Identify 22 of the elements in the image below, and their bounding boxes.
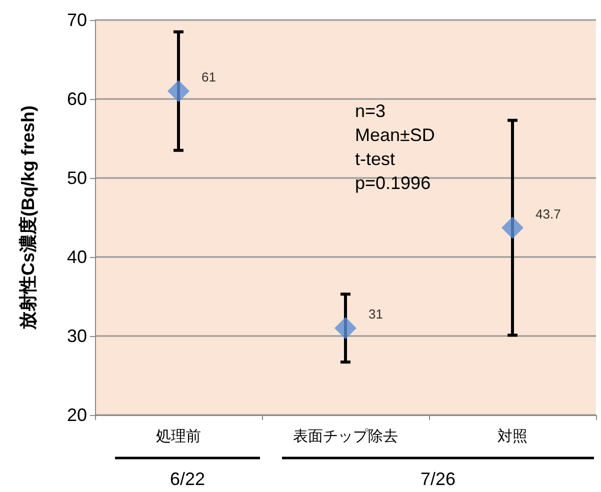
text: 7/26 — [420, 469, 456, 489]
annotation: p=0.1996 — [355, 173, 431, 193]
x-tick-label: 表面チップ除去 — [293, 428, 398, 445]
data-label: 43.7 — [536, 206, 561, 222]
y-tick-label: 50 — [66, 168, 87, 188]
text: 6/22 — [170, 469, 206, 489]
y-tick-label: 20 — [66, 405, 87, 425]
x-tick-label: 処理前 — [156, 428, 201, 445]
annotation: t-test — [355, 149, 396, 169]
y-axis-title: 放射性Cs濃度(Bq/kg fresh) — [18, 105, 38, 331]
point — [502, 216, 524, 239]
x-tick-label: 対照 — [498, 428, 528, 445]
data-label: 31 — [368, 306, 383, 322]
point — [334, 317, 356, 340]
annotation: n=3 — [355, 101, 386, 121]
y-tick-label: 60 — [66, 89, 87, 109]
y-tick-label: 70 — [66, 10, 87, 30]
data-label: 61 — [202, 70, 216, 85]
point — [168, 80, 190, 102]
y-tick-label: 40 — [66, 247, 87, 267]
annotation: Mean±SD — [355, 125, 435, 145]
y-tick-label: 30 — [66, 326, 87, 346]
